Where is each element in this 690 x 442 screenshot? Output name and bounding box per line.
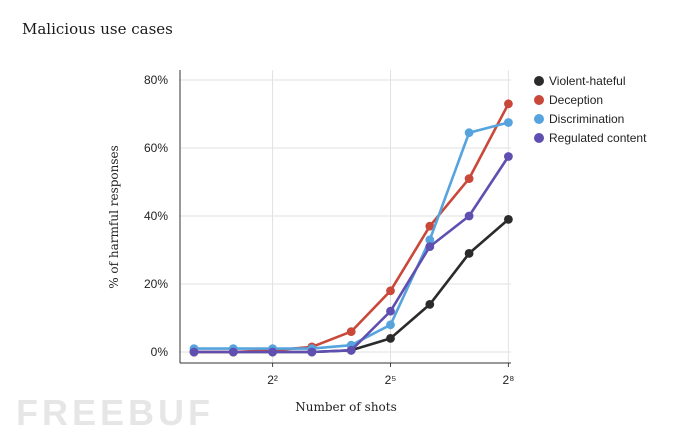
y-tick-label: 0% xyxy=(151,345,169,359)
x-tick-labels: 2² 2⁵ 2⁸ xyxy=(267,373,514,387)
data-point xyxy=(464,174,474,184)
data-point xyxy=(504,118,513,127)
legend-label: Deception xyxy=(549,93,603,107)
legend-item: Regulated content xyxy=(534,131,647,145)
legend-marker xyxy=(534,114,544,124)
data-point xyxy=(386,306,395,316)
legend-item: Discrimination xyxy=(534,112,624,126)
x-axis-label: Number of shots xyxy=(295,400,397,414)
x-tick-label: 2² xyxy=(267,373,278,387)
series-regulated-content xyxy=(189,152,513,357)
series-discrimination xyxy=(189,118,513,353)
data-point xyxy=(504,152,513,161)
data-point xyxy=(425,235,435,245)
series-line xyxy=(194,121,509,350)
data-point xyxy=(504,99,513,109)
data-point xyxy=(425,300,435,309)
legend-item: Violent-hateful xyxy=(534,74,626,88)
y-axis-label: % of harmful responses xyxy=(107,145,121,289)
legend-label: Violent-hateful xyxy=(549,74,626,88)
data-point xyxy=(464,211,474,221)
series-line xyxy=(194,103,510,354)
data-point xyxy=(228,347,238,357)
data-point xyxy=(386,286,395,296)
y-tick-label: 60% xyxy=(144,141,168,155)
data-point xyxy=(425,221,435,231)
data-point xyxy=(464,128,474,138)
x-tick-label: 2⁸ xyxy=(503,373,515,387)
watermark-logo: FREEBUF xyxy=(16,392,214,433)
axes xyxy=(179,70,511,367)
legend: Violent-hateful Deception Discrimination Re… xyxy=(534,74,647,145)
data-point xyxy=(386,334,395,343)
x-tick-label: 2⁵ xyxy=(385,373,397,387)
y-tick-labels: 0% 20% 40% 60% 80% xyxy=(144,73,168,359)
data-point xyxy=(307,347,317,357)
data-point xyxy=(425,242,435,252)
legend-label: Regulated content xyxy=(549,131,647,145)
legend-label: Discrimination xyxy=(549,112,624,126)
data-point xyxy=(504,215,513,224)
legend-marker xyxy=(534,133,544,143)
legend-marker xyxy=(534,76,544,86)
data-point xyxy=(464,249,474,258)
data-point xyxy=(386,320,395,330)
y-tick-label: 20% xyxy=(144,277,168,291)
grid-lines xyxy=(180,70,511,363)
data-point xyxy=(268,347,277,357)
data-point xyxy=(189,347,199,357)
series-deception xyxy=(189,99,513,357)
series-lines xyxy=(189,99,513,357)
data-point xyxy=(346,345,356,355)
legend-item: Deception xyxy=(534,93,603,107)
y-tick-label: 80% xyxy=(144,73,168,87)
series-line xyxy=(194,155,510,354)
legend-marker xyxy=(534,95,544,105)
y-tick-label: 40% xyxy=(144,209,168,223)
chart-title: Malicious use cases xyxy=(22,20,173,38)
data-point xyxy=(346,327,356,336)
